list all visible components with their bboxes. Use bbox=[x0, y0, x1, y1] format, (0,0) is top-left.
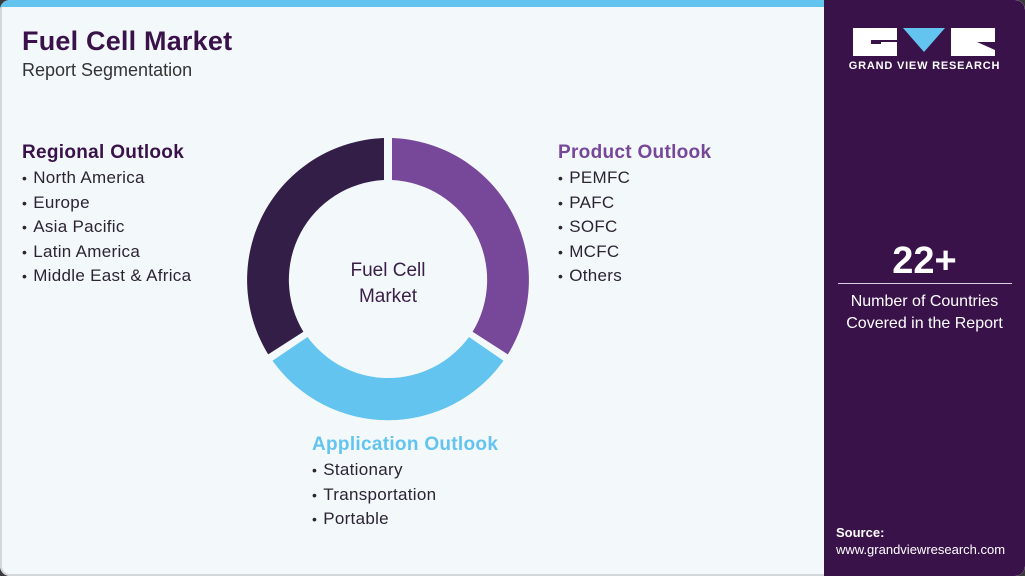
regional-outlook-list: North America Europe Asia Pacific Latin … bbox=[22, 166, 191, 289]
countries-count: 22+ bbox=[892, 240, 957, 282]
list-item: Portable bbox=[312, 507, 498, 532]
list-item: Middle East & Africa bbox=[22, 264, 191, 289]
source-url-link[interactable]: www.grandviewresearch.com bbox=[836, 542, 1006, 557]
list-item: PAFC bbox=[558, 191, 711, 216]
grand-view-research-logo-icon bbox=[853, 28, 995, 56]
segmentation-donut-chart bbox=[247, 138, 529, 421]
stat-label-line-2: Covered in the Report bbox=[846, 315, 1003, 332]
application-outlook-list: Stationary Transportation Portable bbox=[312, 458, 498, 532]
list-item: Latin America bbox=[22, 240, 191, 265]
donut-segment-application bbox=[272, 337, 504, 421]
center-label-line-2: Market bbox=[358, 286, 418, 307]
list-item: PEMFC bbox=[558, 166, 711, 191]
stat-label-line-1: Number of Countries bbox=[850, 293, 999, 310]
page-title: Fuel Cell Market bbox=[22, 26, 233, 56]
brand-name: GRAND VIEW RESEARCH bbox=[848, 60, 1001, 72]
application-outlook-section: Application Outlook Stationary Transport… bbox=[312, 434, 498, 532]
product-outlook-list: PEMFC PAFC SOFC MCFC Others bbox=[558, 166, 711, 289]
list-item: Asia Pacific bbox=[22, 215, 191, 240]
center-label-line-1: Fuel Cell bbox=[350, 260, 426, 281]
list-item: Stationary bbox=[312, 458, 498, 483]
list-item: MCFC bbox=[558, 240, 711, 265]
application-outlook-heading: Application Outlook bbox=[312, 434, 499, 455]
regional-outlook-heading: Regional Outlook bbox=[22, 142, 185, 163]
stat-divider bbox=[838, 283, 1012, 284]
product-outlook-heading: Product Outlook bbox=[558, 142, 712, 163]
top-accent-bar bbox=[0, 0, 824, 7]
donut-center-label: Fuel Cell Market bbox=[318, 258, 458, 310]
donut-segment-regional bbox=[247, 138, 384, 355]
list-item: Europe bbox=[22, 191, 191, 216]
countries-label: Number of Countries Covered in the Repor… bbox=[824, 291, 1025, 335]
product-outlook-section: Product Outlook PEMFC PAFC SOFC MCFC Oth… bbox=[558, 142, 711, 289]
regional-outlook-section: Regional Outlook North America Europe As… bbox=[22, 142, 191, 289]
list-item: North America bbox=[22, 166, 191, 191]
donut-segment-product bbox=[392, 138, 529, 355]
source-label: Source: bbox=[836, 525, 885, 540]
page-subtitle: Report Segmentation bbox=[22, 60, 193, 80]
list-item: SOFC bbox=[558, 215, 711, 240]
list-item: Others bbox=[558, 264, 711, 289]
list-item: Transportation bbox=[312, 483, 498, 508]
sidebar-panel bbox=[824, 0, 1025, 576]
